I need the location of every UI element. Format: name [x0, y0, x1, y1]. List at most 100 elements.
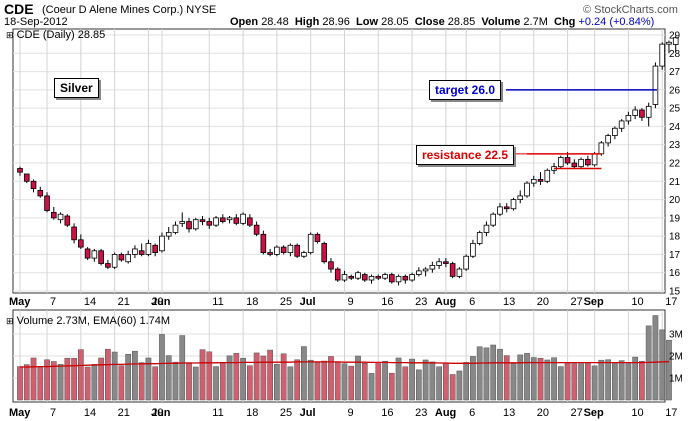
resistance-label: resistance 22.5 [416, 145, 515, 165]
volume-bar [666, 339, 672, 401]
volume-bar [274, 364, 280, 401]
candle-body [64, 215, 71, 226]
candle [294, 243, 300, 259]
volume-bar [253, 352, 260, 401]
candle-body [470, 243, 476, 257]
candle [348, 274, 355, 281]
x-tick-label: 13 [503, 407, 515, 419]
x-tick-label: 23 [415, 407, 427, 419]
volume-bar [388, 372, 395, 401]
candle [233, 214, 240, 226]
candle-body [368, 275, 375, 281]
candle [280, 245, 287, 255]
candle [382, 272, 388, 281]
candle-body [98, 250, 104, 264]
volume-bar [138, 362, 145, 401]
volume-bar [605, 359, 611, 401]
candle [463, 254, 469, 271]
candle [118, 252, 125, 262]
candle [125, 250, 131, 264]
chg-label: Chg [554, 16, 576, 28]
candle [517, 190, 524, 204]
volume-bar [463, 362, 470, 401]
candle-body [497, 206, 503, 215]
candle-body [618, 120, 625, 129]
volume-bar [321, 360, 328, 401]
candle [253, 221, 260, 237]
volume-bar [246, 365, 253, 401]
candle-body [382, 274, 388, 279]
candle-body [375, 275, 382, 279]
candle [260, 230, 267, 255]
candle-body [23, 173, 30, 182]
candle-body [132, 248, 138, 255]
candle [497, 203, 503, 217]
candle-body [422, 268, 429, 272]
candle [544, 168, 551, 184]
volume-bar [192, 366, 199, 401]
candle-body [334, 268, 341, 281]
volume-bar [544, 359, 551, 401]
candle-body [591, 153, 598, 166]
y-tick-label: 24 [669, 122, 681, 133]
candle-body [463, 255, 469, 270]
candle-body [361, 274, 368, 281]
x-tick-label: 11 [212, 296, 223, 308]
candle-body [659, 43, 665, 67]
y-tick-label: 16 [669, 268, 681, 279]
candle [111, 252, 118, 270]
candle [192, 217, 199, 231]
x-tick-label: 6 [469, 407, 475, 419]
candle [321, 241, 327, 264]
volume-bar [497, 348, 503, 401]
volume-bar [551, 357, 557, 401]
candle-body [274, 246, 280, 255]
volume-tick-label: 2M [669, 352, 683, 363]
candle-body [30, 180, 37, 190]
x-tick-label: 23 [415, 296, 427, 308]
company-name: (Coeur D Alene Mines Corp.) NYSE [42, 4, 216, 16]
volume-bar [415, 369, 422, 401]
x-tick-label: 20 [537, 407, 549, 419]
candle-body [138, 250, 145, 255]
candle [503, 203, 510, 213]
candle-body [355, 272, 361, 279]
chg-value: +0.24 (+0.84%) [578, 16, 655, 28]
x-tick-label: 14 [84, 407, 96, 419]
candle-body [571, 162, 578, 168]
volume-legend: ⊞ Volume 2.73M, EMA(60) 1.74M [6, 315, 170, 327]
volume-bar [267, 349, 273, 401]
candle [490, 212, 496, 227]
x-tick-label: 29 [151, 407, 163, 419]
volume-bar [618, 360, 625, 401]
x-tick-label: 20 [537, 296, 549, 308]
volume-bar [490, 344, 497, 401]
brand-logo[interactable]: © StockCharts.com [583, 4, 678, 16]
candle [483, 221, 490, 237]
volume-bar [294, 359, 301, 401]
candle [30, 179, 37, 193]
x-tick-label: Sep [584, 407, 604, 419]
ema-line [20, 361, 670, 368]
candle [240, 212, 246, 226]
candle [84, 247, 91, 260]
volume-bar [571, 363, 578, 401]
candle-body [44, 195, 50, 211]
candle-body [71, 226, 77, 241]
volume-bar [125, 353, 132, 401]
y-tick-label: 15 [669, 287, 681, 298]
volume-bar [98, 357, 104, 401]
x-tick-label: 7 [50, 407, 56, 419]
volume-bar [368, 373, 375, 401]
candle-body [476, 232, 483, 244]
x-tick-label: Jul [300, 407, 316, 419]
x-tick-label: 21 [118, 407, 130, 419]
candle [524, 181, 530, 198]
x-tick-label: 27 [571, 296, 583, 308]
volume-bar [219, 362, 226, 401]
candle-body [294, 244, 300, 257]
candle-body [172, 224, 179, 233]
candle-body [301, 252, 307, 257]
volume-bar [429, 361, 436, 401]
